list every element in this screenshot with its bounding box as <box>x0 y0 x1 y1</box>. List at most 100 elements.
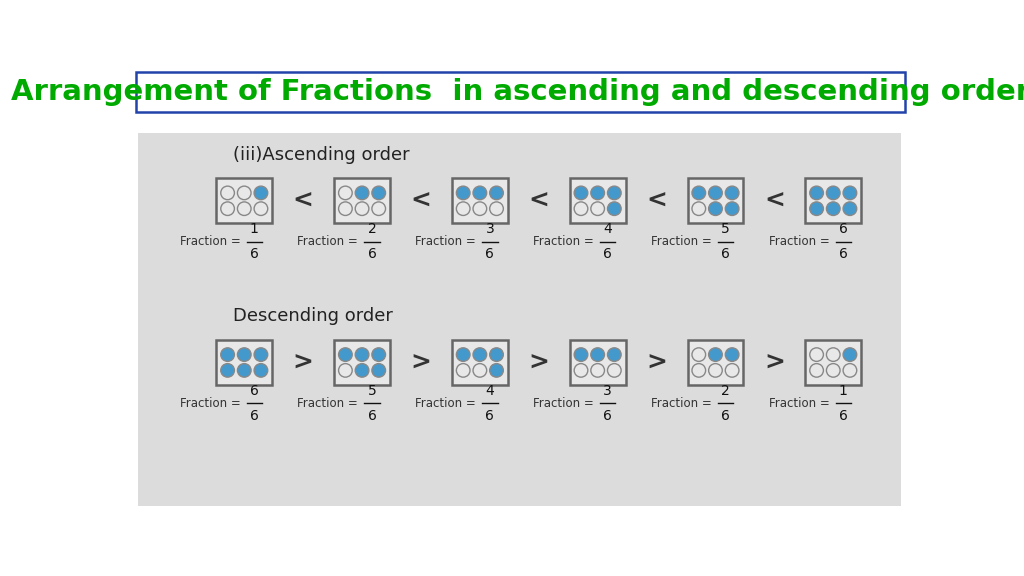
Circle shape <box>238 186 251 200</box>
Circle shape <box>238 202 251 215</box>
Text: 2: 2 <box>721 384 730 397</box>
Circle shape <box>725 202 739 215</box>
Circle shape <box>473 202 486 215</box>
Circle shape <box>254 202 267 215</box>
Circle shape <box>709 363 722 377</box>
Text: 6: 6 <box>839 222 848 236</box>
Circle shape <box>574 186 588 200</box>
Circle shape <box>607 348 622 361</box>
Circle shape <box>238 348 251 361</box>
Text: 6: 6 <box>250 247 259 262</box>
Circle shape <box>607 363 622 377</box>
Circle shape <box>254 363 267 377</box>
Circle shape <box>725 363 739 377</box>
Text: 6: 6 <box>485 409 495 423</box>
Circle shape <box>843 202 857 215</box>
Circle shape <box>709 186 722 200</box>
Circle shape <box>826 363 840 377</box>
Circle shape <box>843 348 857 361</box>
Text: Fraction =: Fraction = <box>179 397 241 410</box>
Text: 6: 6 <box>485 247 495 262</box>
FancyBboxPatch shape <box>216 340 272 385</box>
Circle shape <box>372 348 385 361</box>
Circle shape <box>221 363 234 377</box>
Circle shape <box>591 186 604 200</box>
Circle shape <box>709 348 722 361</box>
Circle shape <box>355 363 369 377</box>
FancyBboxPatch shape <box>687 179 743 223</box>
Text: <: < <box>293 189 313 213</box>
FancyBboxPatch shape <box>452 179 508 223</box>
Text: 4: 4 <box>603 222 612 236</box>
Text: Fraction =: Fraction = <box>534 397 594 410</box>
Text: 2: 2 <box>368 222 377 236</box>
Text: 6: 6 <box>603 247 612 262</box>
Circle shape <box>254 348 267 361</box>
Text: 6: 6 <box>250 384 259 397</box>
FancyBboxPatch shape <box>216 179 272 223</box>
Text: 6: 6 <box>721 247 730 262</box>
Circle shape <box>692 363 706 377</box>
FancyBboxPatch shape <box>805 179 861 223</box>
Text: Fraction =: Fraction = <box>769 397 829 410</box>
Text: 6: 6 <box>839 409 848 423</box>
Text: >: > <box>646 350 667 374</box>
Circle shape <box>457 363 470 377</box>
Text: Fraction =: Fraction = <box>651 397 712 410</box>
Circle shape <box>574 348 588 361</box>
Text: >: > <box>293 350 313 374</box>
Text: Fraction =: Fraction = <box>179 235 241 248</box>
Circle shape <box>355 348 369 361</box>
Circle shape <box>339 348 352 361</box>
FancyBboxPatch shape <box>805 340 861 385</box>
FancyBboxPatch shape <box>452 340 508 385</box>
Text: 6: 6 <box>250 409 259 423</box>
Circle shape <box>826 186 840 200</box>
Text: Fraction =: Fraction = <box>534 235 594 248</box>
Circle shape <box>692 186 706 200</box>
Circle shape <box>826 348 840 361</box>
FancyBboxPatch shape <box>334 179 390 223</box>
Circle shape <box>489 363 504 377</box>
Circle shape <box>473 348 486 361</box>
Text: Fraction =: Fraction = <box>415 397 476 410</box>
Text: <: < <box>528 189 549 213</box>
FancyBboxPatch shape <box>687 340 743 385</box>
FancyBboxPatch shape <box>334 340 390 385</box>
Text: Fraction =: Fraction = <box>297 235 358 248</box>
Circle shape <box>489 186 504 200</box>
Text: 1: 1 <box>250 222 259 236</box>
Circle shape <box>372 363 385 377</box>
Circle shape <box>221 186 234 200</box>
Text: Fraction =: Fraction = <box>651 235 712 248</box>
Circle shape <box>725 348 739 361</box>
Text: <: < <box>764 189 784 213</box>
Circle shape <box>473 363 486 377</box>
Circle shape <box>591 348 604 361</box>
Circle shape <box>339 202 352 215</box>
Circle shape <box>843 363 857 377</box>
Circle shape <box>355 202 369 215</box>
Circle shape <box>489 202 504 215</box>
Circle shape <box>810 363 823 377</box>
Circle shape <box>574 363 588 377</box>
Circle shape <box>372 202 385 215</box>
Text: Fraction =: Fraction = <box>297 397 358 410</box>
FancyBboxPatch shape <box>569 179 626 223</box>
Text: >: > <box>411 350 431 374</box>
Text: Arrangement of Fractions  in ascending and descending order: Arrangement of Fractions in ascending an… <box>10 78 1024 106</box>
Circle shape <box>221 202 234 215</box>
Circle shape <box>591 363 604 377</box>
Text: 6: 6 <box>603 409 612 423</box>
Text: 6: 6 <box>368 247 377 262</box>
Circle shape <box>372 186 385 200</box>
Circle shape <box>692 348 706 361</box>
Text: 5: 5 <box>721 222 730 236</box>
Circle shape <box>574 202 588 215</box>
Text: <: < <box>646 189 667 213</box>
Text: <: < <box>411 189 431 213</box>
Circle shape <box>221 348 234 361</box>
Text: 6: 6 <box>839 247 848 262</box>
FancyBboxPatch shape <box>138 133 901 506</box>
Circle shape <box>473 186 486 200</box>
